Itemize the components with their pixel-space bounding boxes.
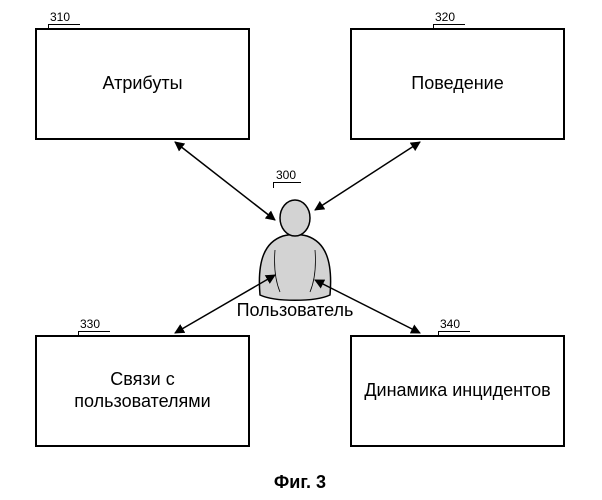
box-label-connections: Связи спользователями [74,369,210,412]
user-icon [259,200,330,300]
box-label-behavior: Поведение [411,73,503,95]
ref-hook-attributes [48,24,49,28]
figure-caption: Фиг. 3 [250,472,350,493]
user-ref-hook [273,182,274,188]
ref-label-behavior: 320 [435,10,455,24]
user-ref-text: 300 [276,168,296,182]
box-label-attributes: Атрибуты [102,73,182,95]
box-attributes: Атрибуты [35,28,250,140]
ref-label-incidents: 340 [440,317,460,331]
ref-hook-behavior [433,24,434,28]
ref-label-connections: 330 [80,317,100,331]
box-label-incidents: Динамика инцидентов [364,380,550,402]
edge-behavior [315,142,420,210]
ref-line-behavior [433,24,465,25]
user-ref-line [273,182,301,183]
box-behavior: Поведение [350,28,565,140]
ref-line-connections [78,331,110,332]
user-label: Пользователь [235,300,355,321]
user-label-text: Пользователь [237,300,354,320]
ref-hook-incidents [438,331,439,335]
user-ref-label: 300 [276,168,296,182]
ref-line-attributes [48,24,80,25]
box-connections: Связи спользователями [35,335,250,447]
edge-attributes [175,142,275,220]
ref-label-attributes: 310 [50,10,70,24]
ref-line-incidents [438,331,470,332]
ref-hook-connections [78,331,79,335]
box-incidents: Динамика инцидентов [350,335,565,447]
figure-caption-text: Фиг. 3 [274,472,326,492]
